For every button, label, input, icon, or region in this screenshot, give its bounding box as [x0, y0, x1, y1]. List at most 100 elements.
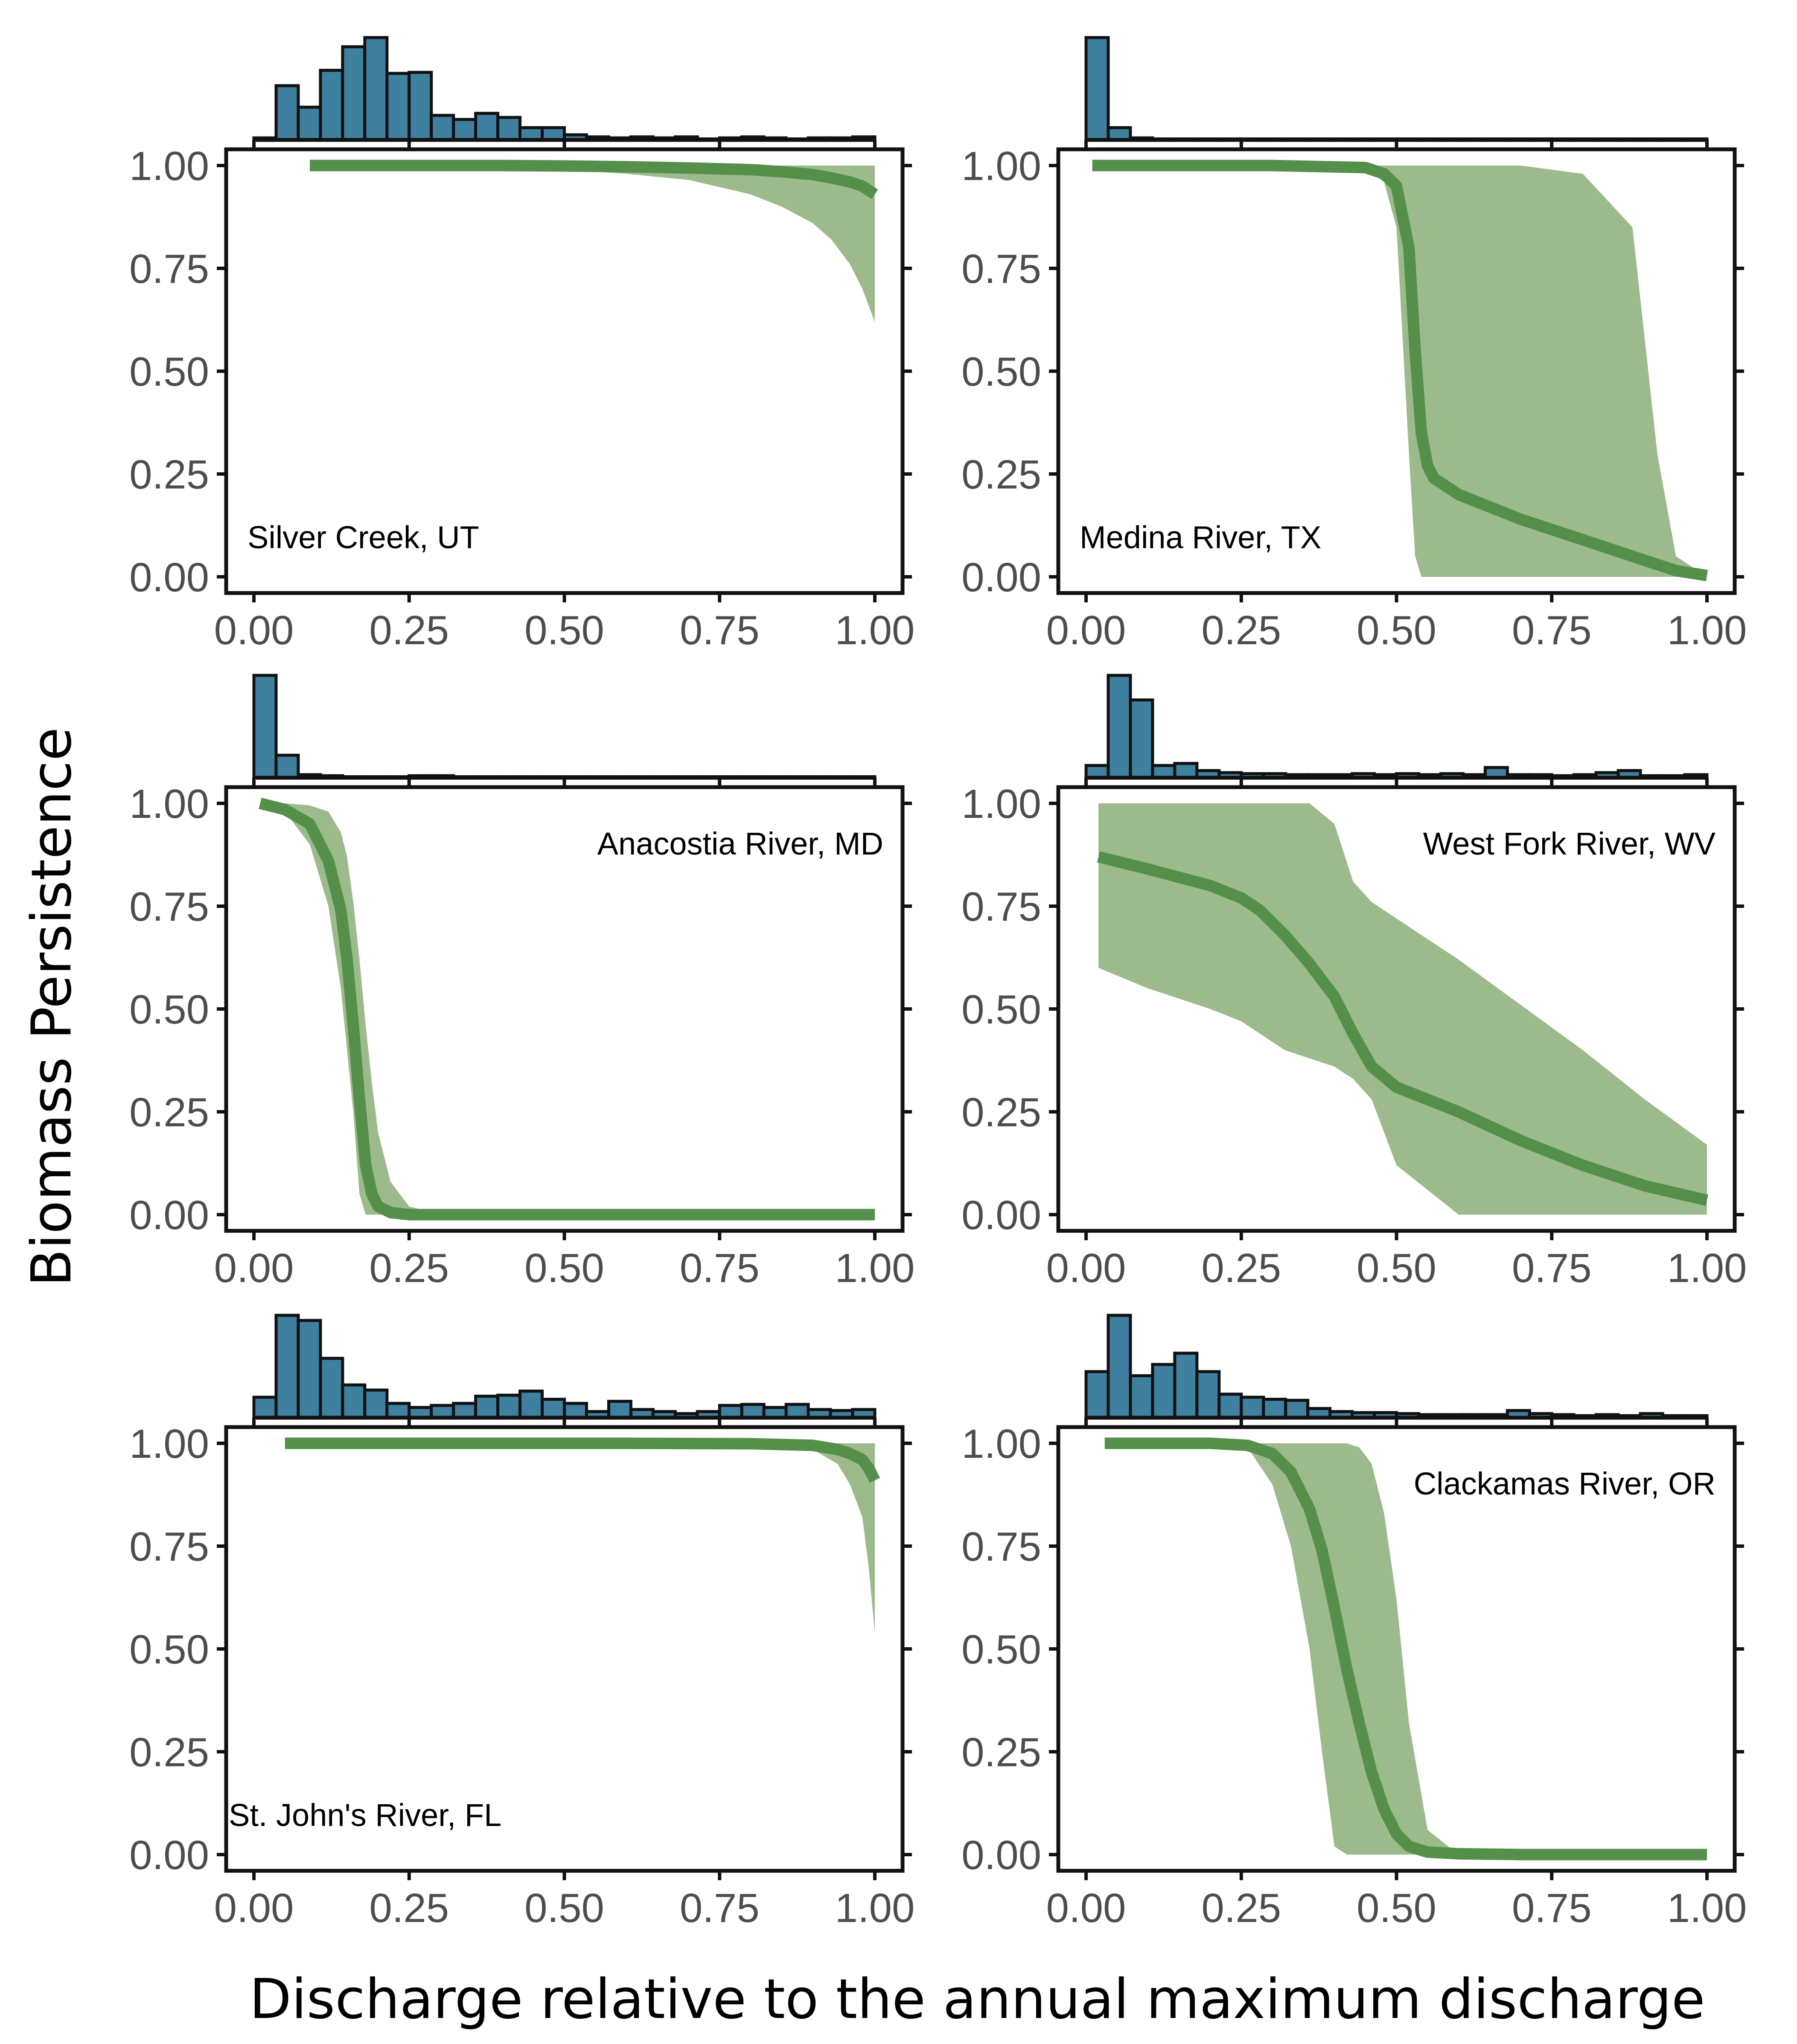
x-tick-label: 1.00 [835, 1245, 915, 1291]
histogram-bar [252, 1396, 278, 1419]
histogram-bar [363, 1388, 389, 1419]
panel-2: 0.00 0.25 0.50 0.75 1.00 0.00 0.25 0.50 0.75 1.00… [961, 36, 1747, 653]
x-tick-label: 0.00 [214, 1245, 294, 1291]
histogram-bar [319, 1357, 344, 1419]
histogram-bar [518, 1390, 544, 1419]
y-tick-label: 1.00 [961, 143, 1041, 189]
histogram-bar [363, 36, 389, 142]
y-tick-label: 0.25 [129, 1730, 209, 1775]
histogram-bar [297, 1319, 322, 1419]
x-tick-label: 0.00 [1046, 608, 1126, 653]
y-tick-label: 0.00 [129, 1832, 209, 1878]
histogram-bar [274, 1314, 300, 1419]
site-label: St. John's River, FL [229, 1797, 501, 1833]
y-tick-label: 0.00 [129, 1192, 209, 1238]
y-tick-label: 0.50 [129, 1627, 209, 1672]
y-tick-label: 0.00 [961, 555, 1041, 600]
histogram-bar [1129, 698, 1154, 779]
histogram-bar [1107, 674, 1132, 779]
persistence-line [285, 1437, 880, 1483]
x-tick-label: 0.50 [524, 1245, 604, 1291]
y-tick-label: 0.00 [129, 555, 209, 600]
site-label: Medina River, TX [1080, 520, 1321, 555]
persistence-line [1104, 1437, 1707, 1861]
persistence-line [1092, 160, 1708, 582]
x-tick-label: 0.75 [680, 1245, 760, 1291]
y-tick-label: 1.00 [129, 781, 209, 827]
x-tick-label: 0.50 [524, 1885, 604, 1931]
x-tick-label: 0.50 [524, 608, 604, 653]
histogram-bar [274, 84, 300, 142]
x-tick-label: 0.75 [680, 608, 760, 653]
y-tick-label: 1.00 [129, 1421, 209, 1467]
histogram-bar [430, 1404, 455, 1419]
x-tick-label: 0.75 [1512, 608, 1592, 653]
y-tick-label: 0.50 [129, 349, 209, 395]
x-tick-label: 0.25 [1201, 1245, 1281, 1291]
x-tick-label: 0.25 [369, 1245, 449, 1291]
histogram-bar [319, 69, 344, 142]
y-tick-label: 0.75 [961, 246, 1041, 292]
histogram-bar [385, 1401, 411, 1419]
y-tick-label: 0.00 [961, 1832, 1041, 1878]
y-tick-label: 1.00 [129, 143, 209, 189]
histogram-bar [1129, 1374, 1154, 1419]
histogram-bar [452, 1401, 478, 1419]
histogram-bar [1217, 1393, 1243, 1419]
x-tick-label: 1.00 [835, 1885, 915, 1931]
y-tick-label: 0.75 [129, 246, 209, 292]
panel-4: 0.00 0.25 0.50 0.75 1.00 0.00 0.25 0.50 0.75 1.00… [961, 674, 1747, 1291]
panel-3: 0.00 0.25 0.50 0.75 1.00 0.00 0.25 0.50 0.75 1.00… [129, 674, 915, 1291]
histogram-bar [474, 112, 500, 142]
y-tick-label: 0.25 [129, 452, 209, 497]
x-tick-label: 1.00 [1667, 1245, 1747, 1291]
histogram-bar [740, 1403, 766, 1419]
persistence-line [1097, 851, 1709, 1206]
panel-1: 0.00 0.25 0.50 0.75 1.00 0.00 0.25 0.50 0.75 1.00… [129, 36, 915, 653]
y-tick-label: 1.00 [961, 781, 1041, 827]
x-tick-label: 0.25 [369, 608, 449, 653]
y-tick-label: 0.75 [961, 1524, 1041, 1570]
x-tick-label: 0.50 [1357, 608, 1436, 653]
histogram-bar [341, 1383, 367, 1419]
y-tick-label: 0.75 [961, 884, 1041, 930]
y-tick-label: 0.00 [961, 1192, 1041, 1238]
y-axis-title: Biomass Persistence [20, 727, 84, 1287]
panels: 0.00 0.25 0.50 0.75 1.00 0.00 0.25 0.50 0.75 1.00… [129, 36, 1747, 1931]
x-tick-label: 0.75 [1512, 1245, 1592, 1291]
histogram-bar [385, 72, 411, 142]
histogram-bar [474, 1395, 500, 1419]
histogram-bar [1173, 762, 1199, 779]
histogram-bar [607, 1400, 632, 1419]
histogram-bar [1084, 36, 1110, 142]
histogram [252, 36, 877, 142]
y-tick-label: 0.50 [961, 349, 1041, 395]
x-tick-label: 0.25 [1201, 1885, 1281, 1931]
x-tick-label: 1.00 [1667, 608, 1747, 653]
histogram-bar [1107, 1314, 1132, 1419]
site-label: Silver Creek, UT [248, 520, 479, 555]
y-tick-label: 0.25 [961, 452, 1041, 497]
y-tick-label: 0.50 [129, 987, 209, 1032]
persistence-line [310, 160, 878, 199]
confidence-band [1092, 166, 1707, 577]
x-tick-label: 0.25 [369, 1885, 449, 1931]
x-tick-label: 0.00 [214, 608, 294, 653]
x-tick-label: 0.00 [214, 1885, 294, 1931]
x-tick-label: 0.50 [1357, 1245, 1436, 1291]
x-tick-label: 0.75 [1512, 1885, 1592, 1931]
x-tick-label: 1.00 [1667, 1885, 1747, 1931]
x-tick-label: 0.25 [1201, 608, 1281, 653]
histogram-bar [408, 71, 433, 142]
x-tick-label: 0.00 [1046, 1885, 1126, 1931]
histogram-bar [784, 1403, 810, 1419]
confidence-band [1104, 1443, 1707, 1855]
histogram-bar [1284, 1399, 1310, 1419]
y-tick-label: 1.00 [961, 1421, 1041, 1467]
histogram-bar [297, 105, 322, 142]
site-label: Clackamas River, OR [1414, 1466, 1715, 1501]
x-tick-label: 0.00 [1046, 1245, 1126, 1291]
y-tick-label: 0.25 [961, 1730, 1041, 1775]
histogram-bar [430, 113, 455, 142]
histogram-bar [1262, 1398, 1287, 1419]
